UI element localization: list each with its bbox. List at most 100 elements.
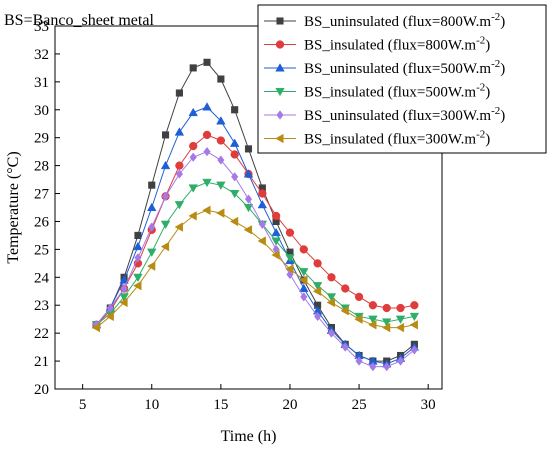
- data-point-5: [134, 253, 142, 263]
- data-point-3: [243, 169, 254, 178]
- data-point-3: [202, 102, 212, 111]
- data-point-6: [243, 225, 253, 235]
- data-point-4: [326, 293, 337, 302]
- data-point-6: [202, 205, 211, 216]
- data-point-6: [285, 264, 294, 274]
- x-axis-label: Time (h): [221, 428, 277, 445]
- y-tick-label: 24: [34, 270, 50, 286]
- data-point-6: [229, 216, 239, 227]
- y-tick-label: 22: [34, 326, 49, 342]
- data-point-2: [327, 273, 336, 282]
- legend-label: BS_insulated (flux=300W.m-2): [304, 129, 490, 148]
- data-point-6: [174, 222, 183, 232]
- data-point-5: [313, 311, 322, 322]
- data-point-5: [369, 361, 377, 372]
- legend-marker: [275, 133, 284, 144]
- data-point-2: [354, 292, 364, 302]
- data-point-3: [133, 241, 143, 251]
- data-point-2: [175, 161, 184, 170]
- data-point-5: [341, 342, 349, 352]
- data-point-5: [189, 152, 197, 162]
- data-point-2: [216, 136, 226, 145]
- data-point-5: [148, 222, 156, 232]
- data-point-2: [202, 130, 212, 140]
- data-point-4: [312, 282, 323, 291]
- data-point-1: [217, 75, 225, 83]
- data-point-3: [229, 138, 240, 147]
- x-tick-label: 25: [352, 397, 367, 413]
- data-point-4: [395, 315, 406, 324]
- data-point-1: [134, 231, 142, 239]
- x-tick-label: 10: [144, 397, 159, 413]
- series-line-4: [96, 181, 415, 326]
- data-point-2: [410, 301, 419, 310]
- data-point-4: [160, 220, 171, 230]
- data-point-4: [409, 312, 420, 322]
- data-point-2: [341, 284, 350, 293]
- x-tick-label: 30: [421, 397, 436, 413]
- x-tick-label: 5: [79, 397, 87, 413]
- legend-label: BS_insulated (flux=500W.m-2): [304, 82, 490, 101]
- data-point-2: [271, 211, 281, 221]
- data-point-2: [285, 228, 295, 237]
- data-point-5: [106, 303, 114, 313]
- y-axis-label: Temperature (°C): [5, 151, 22, 263]
- data-point-5: [410, 345, 418, 355]
- data-point-3: [216, 116, 226, 125]
- y-tick-label: 33: [34, 19, 49, 35]
- data-point-2: [189, 141, 198, 151]
- data-point-6: [91, 322, 101, 333]
- data-point-5: [217, 155, 225, 165]
- data-point-2: [382, 303, 391, 313]
- data-point-6: [216, 208, 225, 218]
- plot-frame: [54, 25, 443, 390]
- data-point-3: [174, 127, 185, 136]
- data-point-6: [271, 250, 280, 260]
- legend-marker: [275, 63, 285, 72]
- data-point-4: [243, 203, 254, 213]
- y-tick-label: 23: [34, 298, 49, 314]
- data-point-1: [244, 145, 253, 153]
- data-point-5: [396, 356, 405, 366]
- data-point-6: [105, 311, 114, 322]
- data-point-5: [258, 219, 266, 229]
- data-point-6: [395, 322, 405, 333]
- data-point-4: [174, 201, 185, 210]
- legend-marker: [275, 40, 285, 49]
- data-point-4: [133, 273, 143, 283]
- data-point-6: [312, 286, 322, 296]
- y-tick-label: 31: [34, 75, 49, 91]
- data-point-6: [409, 320, 418, 330]
- data-point-4: [216, 181, 226, 190]
- data-point-3: [147, 202, 157, 212]
- legend-label: BS_uninsulated (flux=500W.m-2): [304, 58, 505, 77]
- legend-marker: [275, 87, 285, 97]
- data-point-1: [231, 106, 239, 114]
- data-point-2: [299, 245, 308, 254]
- data-point-1: [162, 131, 170, 139]
- data-point-6: [257, 236, 266, 246]
- data-point-5: [300, 292, 308, 302]
- x-tick-label: 15: [213, 397, 228, 413]
- chart-annotation: BS=Banco_sheet metal: [4, 12, 154, 29]
- x-tick-label: 20: [282, 397, 297, 413]
- data-point-5: [175, 169, 184, 179]
- data-point-5: [161, 191, 170, 202]
- data-point-5: [244, 194, 253, 204]
- data-point-4: [271, 237, 281, 246]
- legend-label: BS_uninsulated (flux=800W.m-2): [304, 11, 505, 30]
- data-point-1: [189, 64, 197, 72]
- data-point-3: [119, 275, 129, 284]
- y-tick-label: 29: [34, 131, 49, 147]
- data-point-6: [340, 306, 349, 316]
- y-tick-label: 21: [34, 354, 49, 370]
- data-point-5: [355, 356, 363, 366]
- legend-label: BS_insulated (flux=800W.m-2): [304, 35, 490, 54]
- data-point-4: [119, 293, 129, 302]
- data-point-5: [327, 328, 336, 338]
- data-point-4: [285, 254, 295, 263]
- data-point-3: [257, 199, 268, 209]
- legend-marker: [276, 17, 284, 25]
- data-point-1: [148, 181, 156, 189]
